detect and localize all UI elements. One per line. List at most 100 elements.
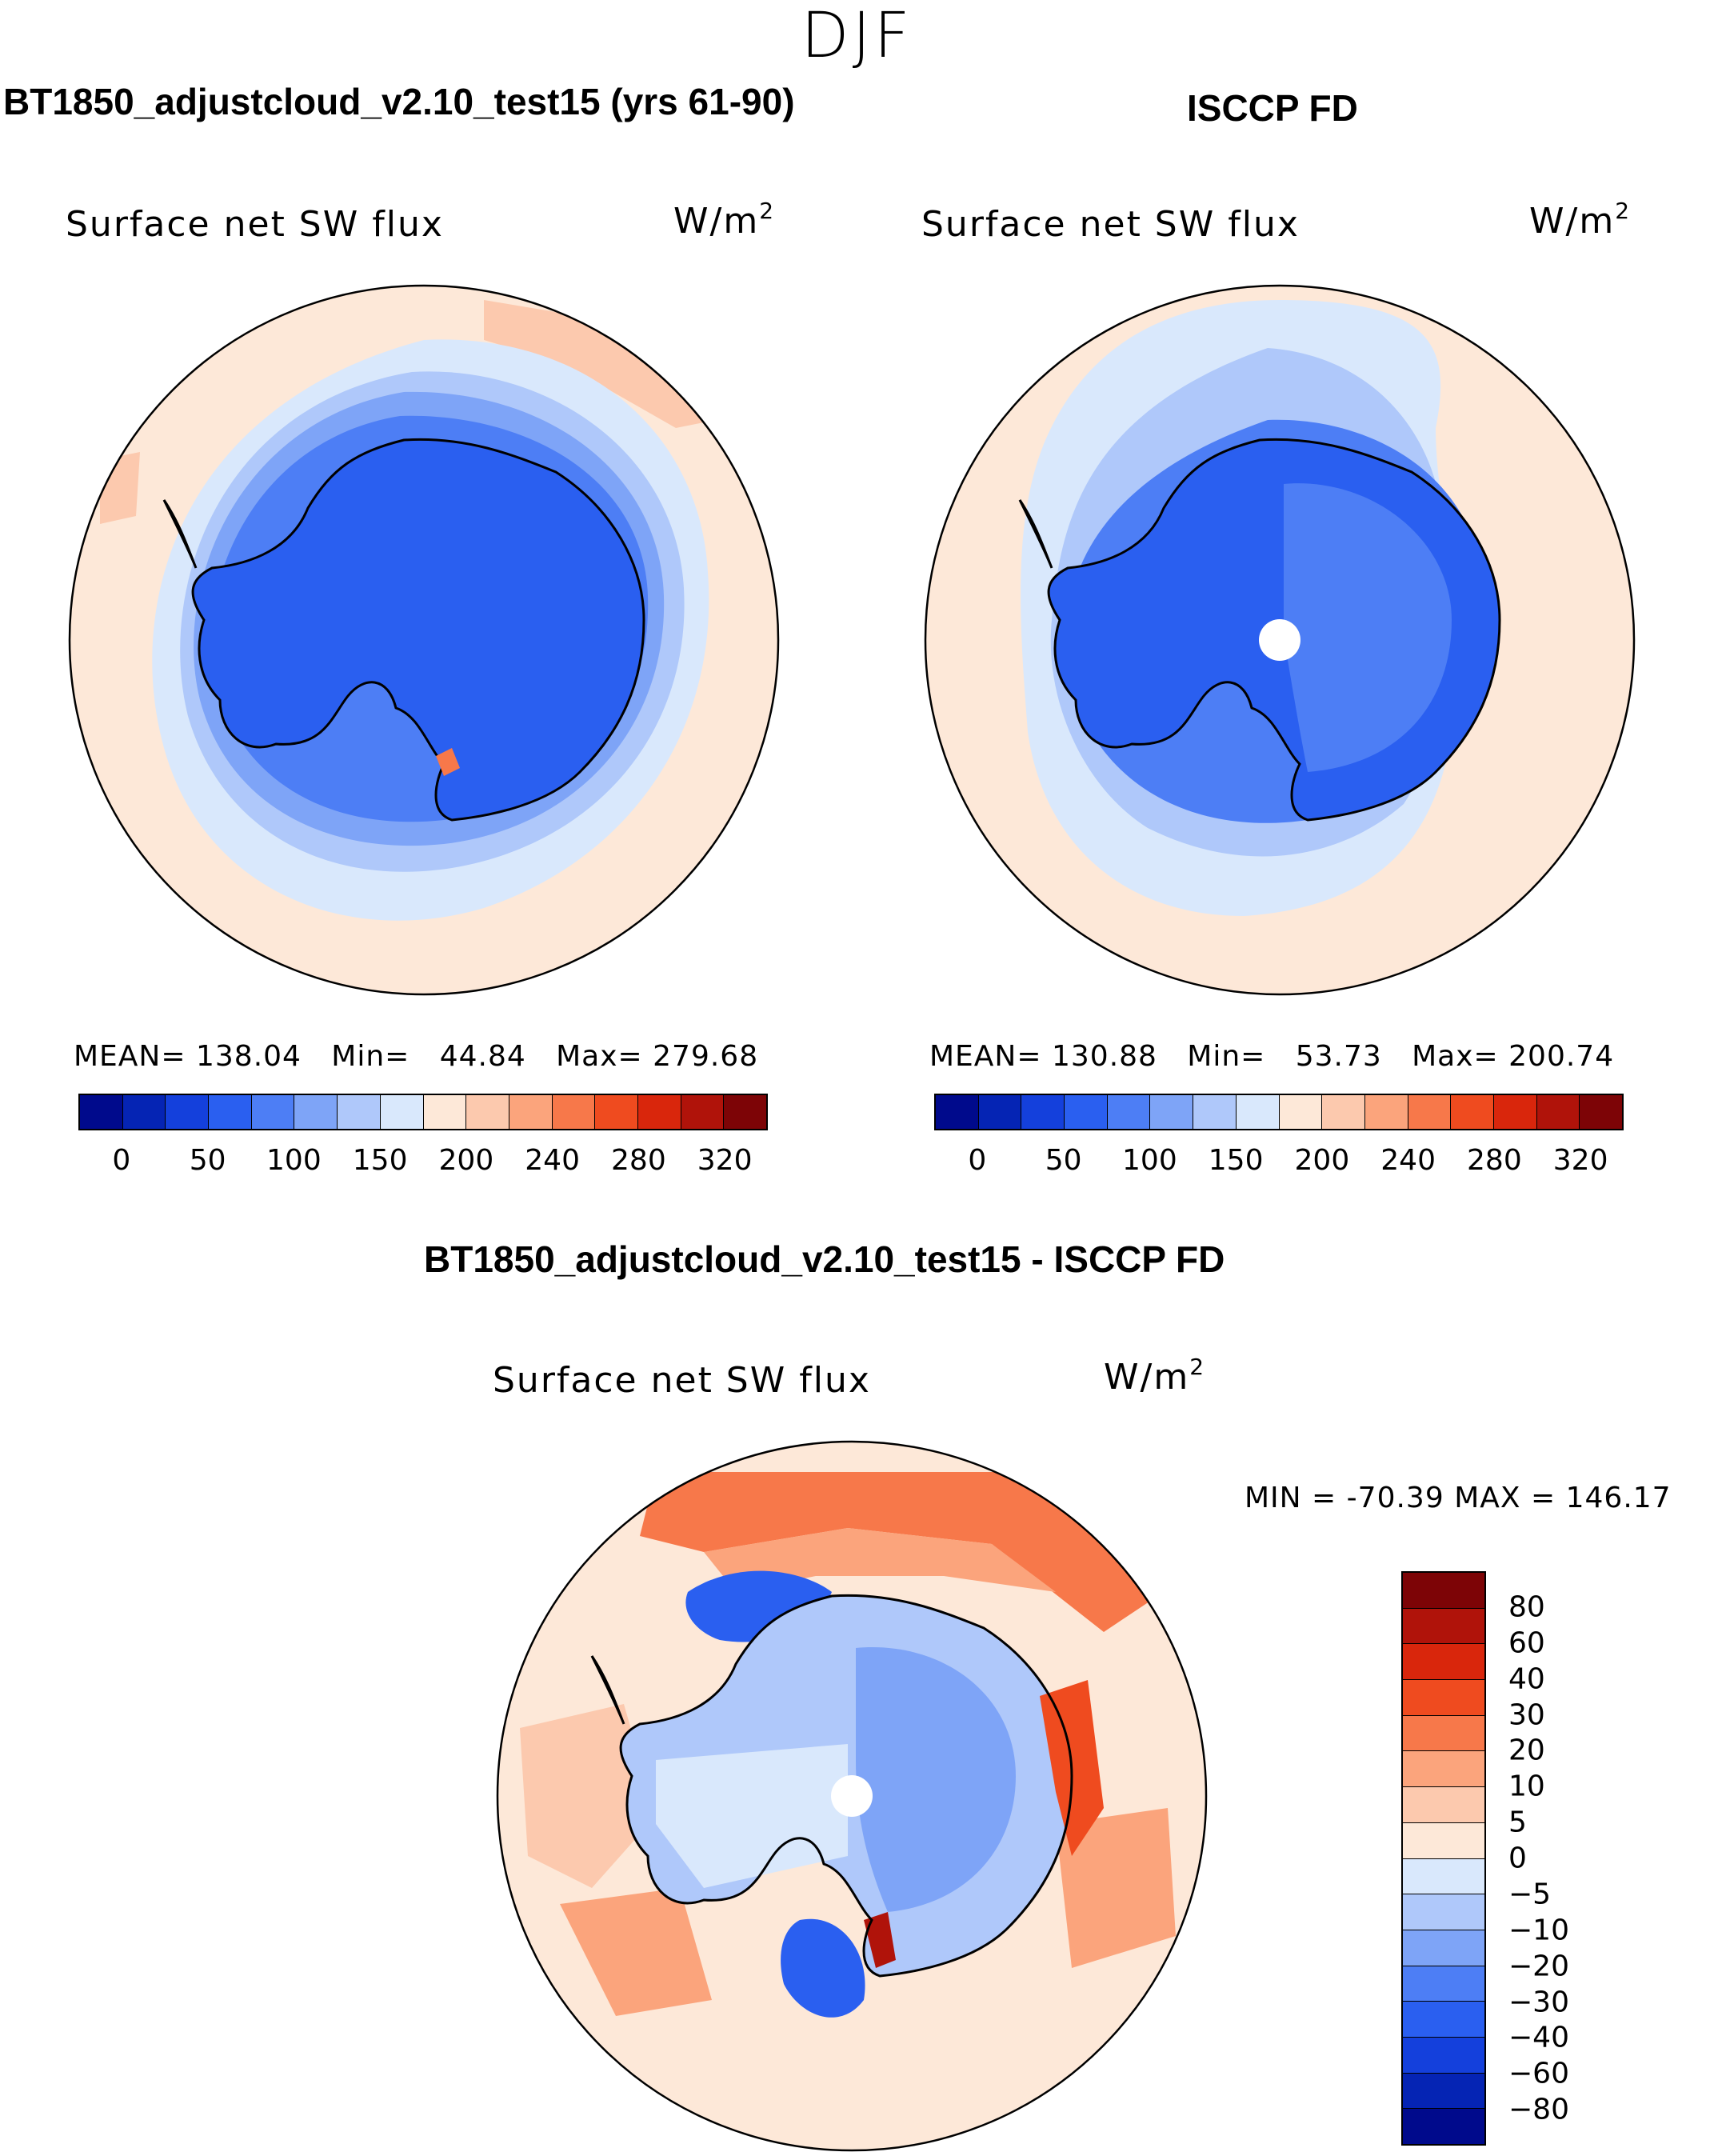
panel3-warm-arc-north: [640, 1472, 1152, 1632]
panel3-colorbar-box: [1403, 1680, 1484, 1716]
panel3-colorbar-box: [1403, 2002, 1484, 2038]
panel3-interior-cold: [856, 1647, 1016, 1912]
panel1-colorbar-ticks: 0 50 100 150 200 240 280 320: [78, 1144, 768, 1179]
panel2-interior-lighter: [1284, 483, 1452, 772]
panel3-colorbar-box: [1403, 1894, 1484, 1930]
panel2-colorbar-box: [1536, 1095, 1580, 1129]
panel3-colorbar-tick-label: 60: [1508, 1626, 1545, 1660]
panel3-colorbar-tick-label: 10: [1508, 1770, 1545, 1803]
panel1-colorbar-tick-label: 240: [525, 1144, 580, 1177]
panel2-pole-hole: [1259, 619, 1300, 661]
panel3-colorbar-tick-label: −80: [1508, 2093, 1569, 2126]
panel3-colorbar: [1401, 1571, 1486, 2146]
panel1-colorbar-box: [466, 1095, 509, 1129]
panel1-colorbar-box: [251, 1095, 295, 1129]
panel2-colorbar-tick-label: 0: [968, 1144, 987, 1177]
panel2-colorbar-box: [1451, 1095, 1494, 1129]
panel2-peninsula: [1018, 499, 1053, 569]
panel3-title: BT1850_adjustcloud_v2.10_test15 - ISCCP …: [424, 1238, 1225, 1280]
panel1-colorbar-tick-label: 0: [112, 1144, 131, 1177]
panel2-stats: MEAN= 130.88 Min= 53.73 Max= 200.74: [929, 1040, 1615, 1073]
panel2-colorbar-box: [1408, 1095, 1452, 1129]
panel1-colorbar-box: [509, 1095, 553, 1129]
panel3-cold-patch-s: [781, 1918, 865, 2018]
panel1-colorbar-tick-label: 150: [352, 1144, 408, 1177]
panel1-hotspot: [436, 748, 460, 776]
panel2-coastline: [1047, 438, 1501, 822]
panel2-colorbar-box: [1065, 1095, 1108, 1129]
panel2-colorbar-box: [936, 1095, 979, 1129]
panel1-colorbar-box: [595, 1095, 638, 1129]
panel2-title: ISCCP FD: [1187, 87, 1358, 129]
panel1-polar-map: [68, 284, 780, 996]
panel3-colorbar-tick-label: −30: [1508, 1986, 1569, 2018]
panel3-peninsula: [590, 1655, 625, 1725]
panel3-variable-label: Surface net SW flux: [493, 1360, 871, 1401]
panel3-colorbar-box: [1403, 1751, 1484, 1788]
panel3-colorbar-box: [1403, 2073, 1484, 2110]
panel1-colorbar-box: [122, 1095, 166, 1129]
panel1-colorbar-box: [380, 1095, 424, 1129]
panel1-units: W/m2: [673, 198, 776, 242]
panel2-colorbar-box: [1193, 1095, 1237, 1129]
panel3-warm-patch-sw: [560, 1888, 712, 2016]
panel2-colorbar-box: [1493, 1095, 1537, 1129]
panel2-colorbar-box: [1236, 1095, 1280, 1129]
panel3-hotspot-s: [864, 1912, 896, 1968]
panel2-colorbar-tick-label: 240: [1380, 1144, 1436, 1177]
panel1-colorbar-box: [423, 1095, 467, 1129]
panel2-colorbar-tick-label: 280: [1467, 1144, 1522, 1177]
panel1-colorbar-box: [338, 1095, 381, 1129]
panel1-colorbar-tick-label: 50: [189, 1144, 226, 1177]
panel1-colorbar-box: [724, 1095, 766, 1129]
panel1-colorbar-tick-label: 320: [697, 1144, 753, 1177]
panel1-colorbar-box: [681, 1095, 725, 1129]
panel2-colorbar-box: [1364, 1095, 1408, 1129]
panel2-colorbar-box: [1279, 1095, 1323, 1129]
panel3-colorbar-box: [1403, 1715, 1484, 1752]
panel1-colorbar-box: [209, 1095, 252, 1129]
panel3-colorbar-box: [1403, 1573, 1484, 1609]
panel3-colorbar-tick-label: 20: [1508, 1734, 1545, 1767]
panel2-colorbar-box: [1021, 1095, 1065, 1129]
panel3-pole-hole: [831, 1775, 873, 1817]
panel3-colorbar-box: [1403, 1858, 1484, 1895]
panel2-colorbar-tick-label: 50: [1045, 1144, 1082, 1177]
panel1-antarctica-fill: [193, 439, 645, 820]
season-title: DJF: [801, 0, 913, 72]
panel1-colorbar-box: [294, 1095, 338, 1129]
panel1-colorbar-tick-label: 280: [611, 1144, 666, 1177]
panel3-colorbar-tick-label: −20: [1508, 1950, 1569, 1983]
panel1-colorbar-box: [552, 1095, 596, 1129]
panel2-colorbar-box: [1322, 1095, 1365, 1129]
panel3-units: W/m2: [1104, 1354, 1206, 1398]
panel3-warm-patch-se: [1056, 1808, 1176, 1968]
panel3-colorbar-ticks: 80 60 40 30 20 10 5 0 −5 −10 −20 −30 −40 −60 −80: [1508, 1571, 1604, 2146]
panel3-colorbar-box: [1403, 2037, 1484, 2074]
panel2-colorbar-tick-label: 320: [1552, 1144, 1608, 1177]
panel2-colorbar-box: [1580, 1095, 1622, 1129]
panel1-colorbar-box: [637, 1095, 681, 1129]
panel3-coastline: [619, 1594, 1073, 1978]
panel1-coastline: [191, 438, 645, 822]
panel3-colorbar-tick-label: 5: [1508, 1806, 1527, 1839]
panel3-colorbar-box: [1403, 1608, 1484, 1645]
panel3-colorbar-tick-label: −5: [1508, 1878, 1552, 1911]
panel3-colorbar-tick-label: 30: [1508, 1698, 1545, 1731]
panel2-colorbar: [934, 1094, 1624, 1130]
panel3-colorbar-tick-label: 40: [1508, 1662, 1545, 1696]
panel1-variable-label: Surface net SW flux: [66, 204, 444, 245]
panel2-variable-label: Surface net SW flux: [921, 204, 1300, 245]
panel3-colorbar-tick-label: 80: [1508, 1590, 1545, 1624]
panel2-colorbar-ticks: 0 50 100 150 200 240 280 320: [934, 1144, 1624, 1179]
panel1-colorbar-tick-label: 100: [266, 1144, 322, 1177]
panel2-colorbar-box: [978, 1095, 1022, 1129]
panel2-colorbar-tick-label: 100: [1122, 1144, 1177, 1177]
panel2-colorbar-box: [1150, 1095, 1194, 1129]
panel3-colorbar-box: [1403, 1644, 1484, 1681]
panel3-colorbar-box: [1403, 1930, 1484, 1966]
panel3-colorbar-tick-label: −10: [1508, 1914, 1569, 1947]
panel3-interior-near-zero: [656, 1744, 848, 1888]
panel1-title: BT1850_adjustcloud_v2.10_test15 (yrs 61-…: [3, 81, 795, 122]
panel3-colorbar-box: [1403, 1787, 1484, 1823]
